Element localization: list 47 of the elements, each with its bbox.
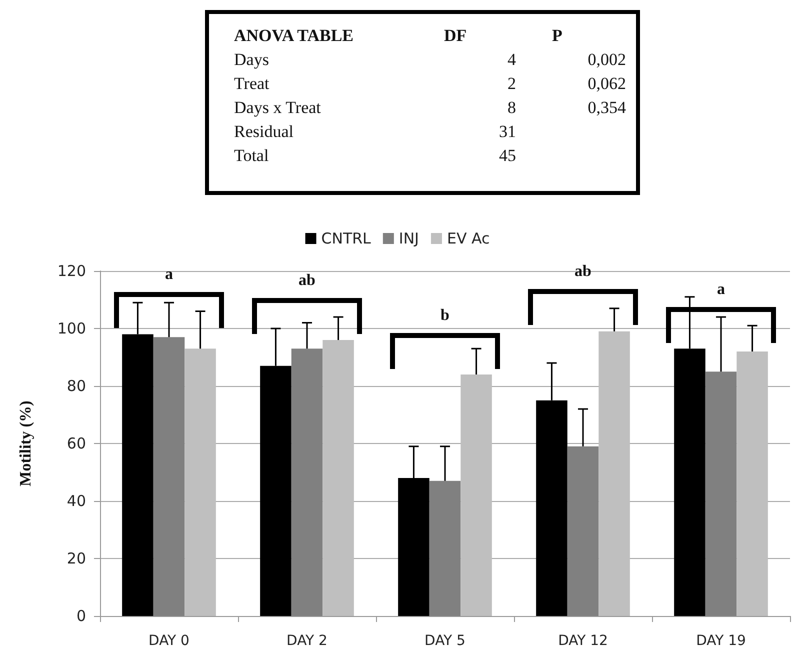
bar [460,374,492,616]
legend-label: INJ [398,230,419,248]
text: 45 [498,145,516,167]
bar [153,337,185,616]
text: 0,354 [586,97,626,119]
text: ANOVA TABLE [234,25,355,47]
text: 31 [498,121,516,143]
annotation: ab [298,272,316,290]
annotation: ab [574,263,592,282]
y-tick-label: 80 [66,377,86,395]
bar [429,480,461,616]
y-tick-label: 0 [76,607,86,625]
y-tick-label: 60 [66,434,86,452]
x-tick-label: DAY 12 [558,633,608,649]
y-tick-label: 120 [57,262,86,280]
text: 2 [506,73,516,95]
annotation: a [164,266,174,284]
x-tick-label: DAY 5 [424,633,466,649]
bar [184,348,216,616]
y-tick-label: 40 [66,492,86,510]
legend-label: EV Ac [446,230,490,248]
text: DF [444,25,468,47]
legend-label: CNTRL [321,230,372,248]
bar [598,331,630,616]
text: Total [234,145,270,167]
text: Days [234,49,270,71]
text: 0,002 [586,49,626,71]
annotation: a [716,280,726,299]
bar [322,340,354,616]
bar [736,352,768,616]
text: Treat [234,73,270,95]
bar [291,348,323,616]
bar [567,446,599,616]
x-tick-label: DAY 0 [148,633,190,649]
text: Residual [234,121,294,143]
bar [705,372,737,616]
annotation: b [440,306,450,324]
y-axis-title: Motility (%) [18,400,34,486]
x-tick-label: DAY 2 [286,633,328,649]
text: 4 [506,49,516,71]
y-tick-label: 100 [57,320,86,338]
x-tick-label: DAY 19 [696,633,746,649]
text: 8 [506,97,516,119]
text: Days x Treat [234,97,322,119]
y-tick-label: 20 [66,550,86,568]
text: 0,062 [586,73,626,95]
text: P [552,25,564,47]
